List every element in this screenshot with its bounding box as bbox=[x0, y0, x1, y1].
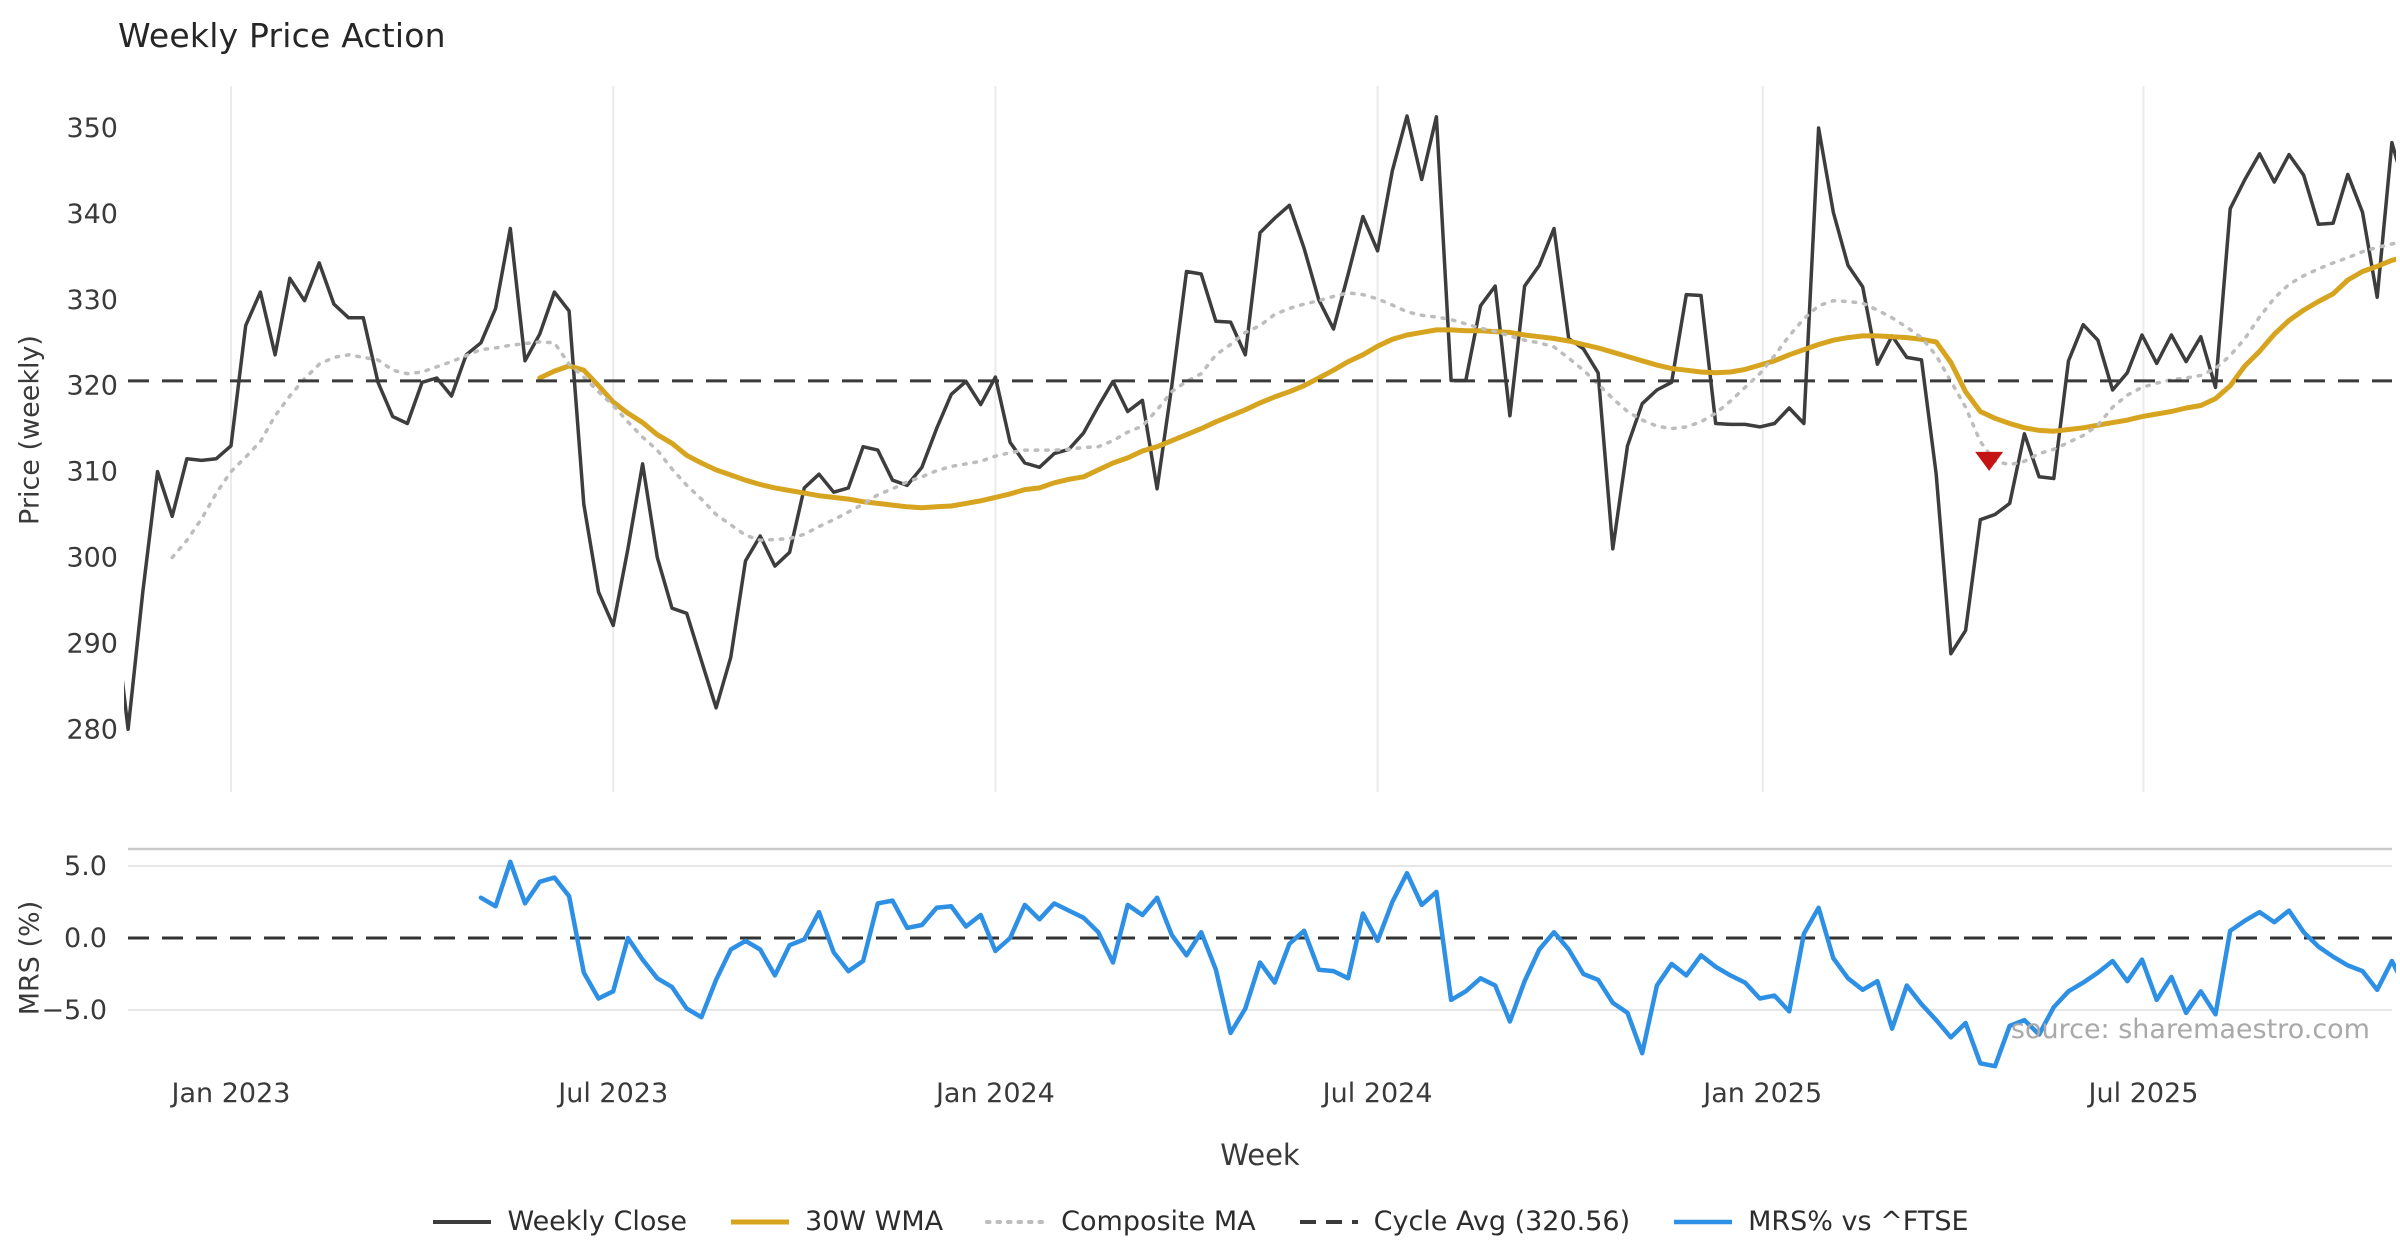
xtick-jan-2023: Jan 2023 bbox=[170, 1078, 291, 1109]
series-mrs-vs-ftse bbox=[478, 859, 2396, 1069]
xtick-jul-2024: Jul 2024 bbox=[1321, 1078, 1433, 1109]
legend-swatch bbox=[1674, 1219, 1733, 1224]
legend-item-mrs-vs-ftse: MRS% vs ^FTSE bbox=[1672, 1206, 1969, 1237]
xtick-jul-2023: Jul 2023 bbox=[556, 1078, 668, 1109]
price-ytick-320: 320 bbox=[66, 371, 118, 402]
legend-item-cycle-avg-320-56-: Cycle Avg (320.56) bbox=[1298, 1206, 1631, 1237]
series-30w-wma bbox=[537, 256, 2396, 511]
xtick-jul-2025: Jul 2025 bbox=[2087, 1078, 2199, 1109]
legend-label: 30W WMA bbox=[805, 1206, 944, 1237]
xtick-jan-2025: Jan 2025 bbox=[1701, 1078, 1822, 1109]
sell-signal-triangle-marker bbox=[1975, 451, 2004, 471]
x-axis-title: Week bbox=[1220, 1138, 1300, 1172]
legend-item-composite-ma: Composite MA bbox=[985, 1206, 1256, 1237]
price-ytick-280: 280 bbox=[66, 714, 118, 745]
price-ytick-330: 330 bbox=[66, 285, 118, 316]
legend-swatch bbox=[731, 1219, 790, 1224]
price-ytick-340: 340 bbox=[66, 199, 118, 230]
price-ytick-310: 310 bbox=[66, 457, 118, 488]
series-composite-ma bbox=[170, 241, 2396, 560]
price-ytick-290: 290 bbox=[66, 628, 118, 659]
legend-label: Weekly Close bbox=[507, 1206, 688, 1237]
mrs-ytick-5: 5.0 bbox=[64, 851, 107, 882]
legend-item-30w-wma: 30W WMA bbox=[729, 1206, 943, 1237]
mrs-ytick-0: 0.0 bbox=[64, 923, 107, 954]
price-ytick-300: 300 bbox=[66, 543, 118, 574]
legend-swatch bbox=[433, 1219, 492, 1224]
legend-label: MRS% vs ^FTSE bbox=[1748, 1206, 1969, 1237]
mrs-ytick--5: −5.0 bbox=[41, 995, 107, 1026]
legend-swatch bbox=[1299, 1219, 1358, 1224]
legend-item-weekly-close: Weekly Close bbox=[431, 1206, 687, 1237]
mrs-axis-title: MRS (%) bbox=[14, 900, 46, 1016]
legend-label: Cycle Avg (320.56) bbox=[1373, 1206, 1631, 1237]
legend-swatch bbox=[985, 1219, 1048, 1224]
price-ytick-350: 350 bbox=[66, 113, 118, 144]
price-axis-title: Price (weekly) bbox=[14, 335, 46, 525]
legend: Weekly Close 30W WMA Composite MA Cycle Avg… bbox=[0, 1206, 2400, 1237]
xtick-jan-2024: Jan 2024 bbox=[934, 1078, 1055, 1109]
source-credit: source: sharemaestro.com bbox=[2010, 1014, 2370, 1045]
legend-label: Composite MA bbox=[1061, 1206, 1256, 1237]
chart-title: Weekly Price Action bbox=[118, 16, 446, 55]
series-weekly-close bbox=[124, 114, 2396, 732]
